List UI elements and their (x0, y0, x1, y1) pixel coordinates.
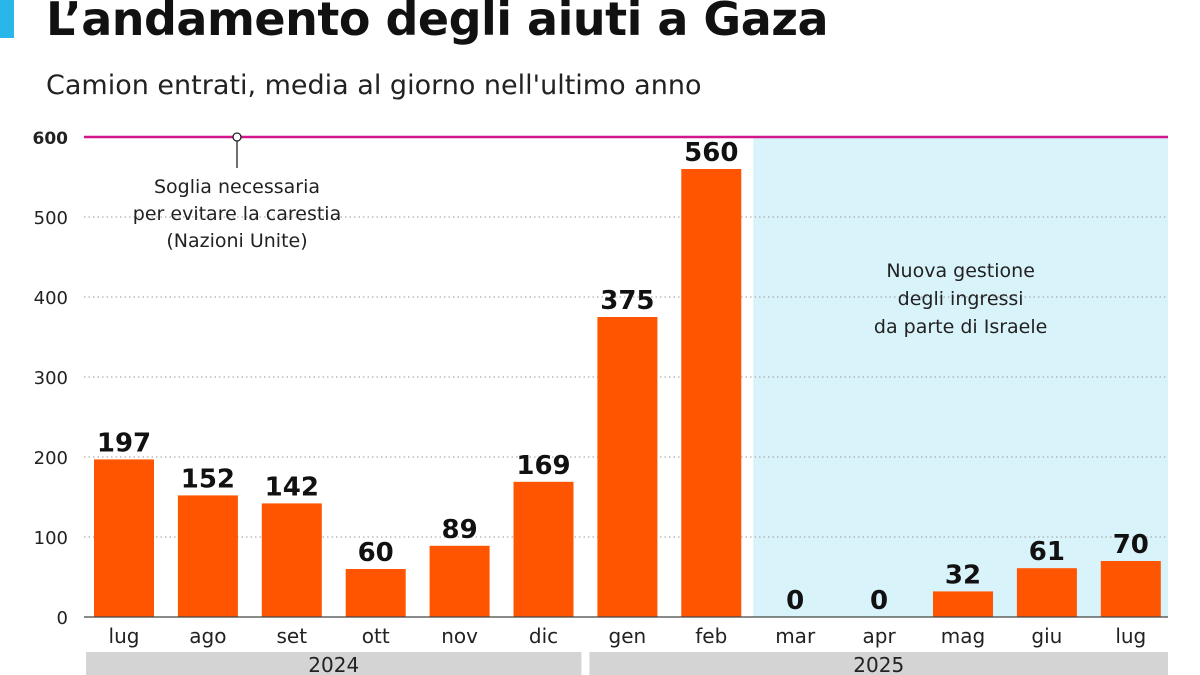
bar (177, 495, 238, 617)
value-label: 0 (870, 586, 888, 616)
highlight-label: degli ingressi (898, 288, 1024, 310)
threshold-marker (232, 132, 242, 142)
bar (429, 545, 490, 617)
threshold-label: per evitare la carestia (133, 203, 341, 225)
chart-title: L’andamento degli aiuti a Gaza (46, 0, 829, 46)
year-label: 2025 (853, 653, 904, 675)
value-label: 197 (97, 428, 151, 458)
y-tick-label: 600 (33, 129, 69, 149)
chart-subtitle: Camion entrati, media al giorno nell'ult… (46, 70, 702, 101)
category-label: ott (362, 624, 390, 648)
category-label: apr (863, 624, 897, 648)
bar (597, 317, 658, 617)
threshold-label: (Nazioni Unite) (166, 230, 307, 252)
value-label: 169 (516, 451, 570, 481)
value-label: 152 (181, 464, 235, 494)
y-tick-label: 0 (57, 608, 68, 629)
year-band (589, 652, 1168, 675)
highlight-label: da parte di Israele (874, 316, 1047, 338)
y-tick-label: 400 (34, 288, 68, 309)
category-label: dic (529, 624, 558, 648)
accent-bar (0, 0, 14, 38)
bar (681, 169, 742, 617)
value-label: 89 (442, 515, 478, 545)
category-label: mar (775, 624, 816, 648)
value-label: 142 (265, 472, 319, 502)
highlight-label: Nuova gestione (886, 260, 1035, 282)
bar (933, 591, 993, 617)
category-label: lug (1115, 624, 1146, 648)
value-label: 560 (684, 138, 738, 168)
year-label: 2024 (308, 653, 359, 675)
category-label: nov (441, 624, 478, 648)
bar (261, 503, 322, 617)
value-label: 0 (786, 586, 804, 616)
value-label: 70 (1113, 530, 1149, 560)
year-band (86, 652, 582, 675)
category-label: gen (609, 624, 647, 648)
y-tick-label: 500 (34, 208, 68, 229)
value-label: 60 (358, 538, 394, 568)
category-label: feb (695, 624, 727, 648)
bar (94, 459, 154, 617)
threshold-label: Soglia necessaria (154, 176, 320, 198)
category-label: lug (109, 624, 140, 648)
category-label: ago (189, 624, 226, 648)
y-tick-label: 100 (34, 528, 68, 549)
category-label: mag (941, 624, 985, 648)
category-label: giu (1031, 624, 1062, 648)
y-tick-label: 200 (34, 448, 68, 469)
bar (1100, 561, 1161, 617)
value-label: 61 (1029, 537, 1065, 567)
bar (1016, 568, 1077, 617)
value-label: 375 (600, 286, 654, 316)
bar (513, 481, 574, 617)
category-label: set (277, 624, 308, 648)
value-label: 32 (945, 560, 981, 590)
bar (345, 569, 406, 617)
y-tick-label: 300 (34, 368, 68, 389)
